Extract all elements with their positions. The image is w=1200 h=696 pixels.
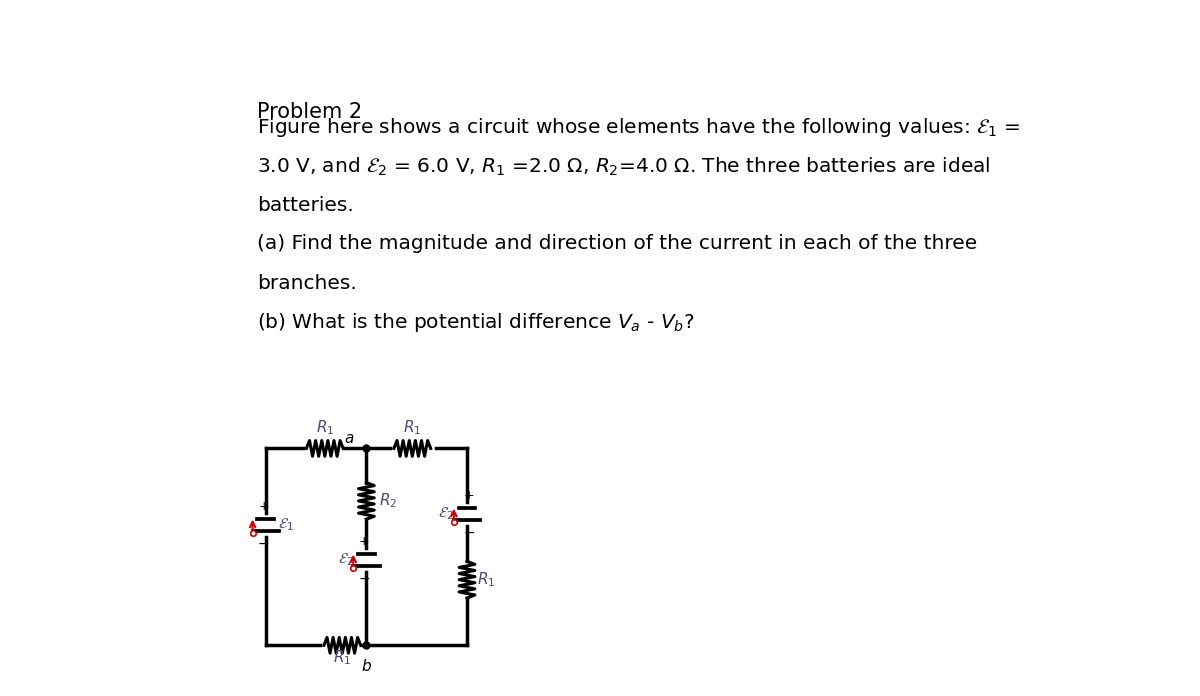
Text: $\mathcal{E}_1$: $\mathcal{E}_1$ bbox=[278, 516, 294, 533]
Text: +: + bbox=[359, 535, 370, 548]
Text: $b$: $b$ bbox=[361, 658, 372, 674]
Text: $a$: $a$ bbox=[343, 432, 354, 446]
Text: $\mathcal{E}_2$: $\mathcal{E}_2$ bbox=[438, 506, 455, 523]
Text: $R_1$: $R_1$ bbox=[476, 570, 494, 589]
Text: batteries.: batteries. bbox=[257, 196, 354, 215]
Text: −: − bbox=[359, 572, 370, 586]
Text: $R_1$: $R_1$ bbox=[403, 419, 421, 438]
Text: (b) What is the potential difference $V_a$ - $V_b$?: (b) What is the potential difference $V_… bbox=[257, 311, 695, 334]
Text: $R_2$: $R_2$ bbox=[379, 491, 397, 510]
Text: $R_1$: $R_1$ bbox=[316, 419, 334, 438]
Text: branches.: branches. bbox=[257, 274, 356, 293]
Text: 3.0 V, and $\mathcal{E}_2$ = 6.0 V, $R_1$ =2.0 Ω, $R_2$=4.0 Ω. The three batteri: 3.0 V, and $\mathcal{E}_2$ = 6.0 V, $R_1… bbox=[257, 156, 990, 178]
Text: Figure here shows a circuit whose elements have the following values: $\mathcal{: Figure here shows a circuit whose elemen… bbox=[257, 116, 1020, 139]
Text: −: − bbox=[463, 526, 475, 540]
Text: Problem 2: Problem 2 bbox=[257, 102, 362, 122]
Text: +: + bbox=[464, 489, 474, 502]
Text: $\mathcal{E}_2$: $\mathcal{E}_2$ bbox=[338, 552, 354, 569]
Text: −: − bbox=[258, 537, 269, 551]
Text: (a) Find the magnitude and direction of the current in each of the three: (a) Find the magnitude and direction of … bbox=[257, 234, 977, 253]
Text: +: + bbox=[258, 500, 269, 513]
Text: $R_1$: $R_1$ bbox=[334, 649, 352, 667]
